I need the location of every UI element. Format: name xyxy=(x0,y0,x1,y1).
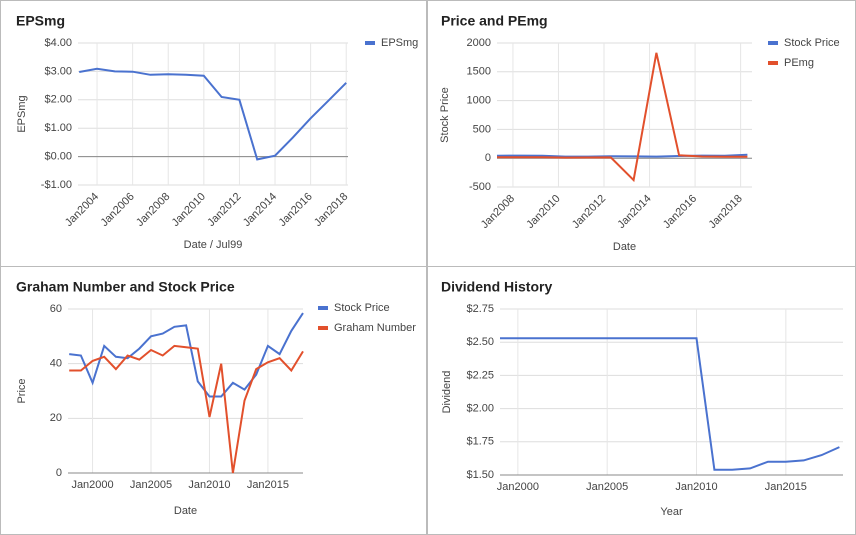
line-series xyxy=(500,337,840,471)
line-series xyxy=(69,344,304,474)
y-tick-label: 60 xyxy=(50,303,62,315)
y-tick-label: $2.25 xyxy=(466,369,494,381)
y-tick-label: $2.00 xyxy=(44,94,72,106)
x-axis-label: Date / Jul99 xyxy=(184,239,243,251)
legend-swatch xyxy=(768,61,778,65)
y-tick-label: $1.75 xyxy=(466,436,494,448)
y-tick-label: 20 xyxy=(50,412,62,424)
x-tick-label: Jan2015 xyxy=(247,479,289,491)
y-axis-label: Stock Price xyxy=(439,87,451,143)
x-tick-label: Jan2005 xyxy=(130,479,172,491)
y-axis-label: Dividend xyxy=(441,371,453,414)
x-tick-label: Jan2000 xyxy=(497,481,539,493)
chart-title: Price and PEmg xyxy=(441,13,548,29)
y-tick-label: -500 xyxy=(469,181,491,193)
y-tick-label: 1000 xyxy=(467,95,491,107)
line-series xyxy=(69,312,304,398)
x-axis-label: Date xyxy=(174,505,197,517)
line-series xyxy=(79,67,347,161)
y-tick-label: $0.00 xyxy=(44,151,72,163)
chart-title: EPSmg xyxy=(16,13,65,29)
legend-swatch xyxy=(318,306,328,310)
y-axis-label: EPSmg xyxy=(16,95,28,132)
y-tick-label: $1.00 xyxy=(44,122,72,134)
x-tick-label: Jan2005 xyxy=(586,481,628,493)
legend-label: Stock Price xyxy=(784,37,840,49)
chart-title: Dividend History xyxy=(441,279,552,295)
legend-swatch xyxy=(768,41,778,45)
y-tick-label: $3.00 xyxy=(44,65,72,77)
y-tick-label: 0 xyxy=(485,152,491,164)
y-tick-label: 2000 xyxy=(467,37,491,49)
y-axis-label: Price xyxy=(16,378,28,403)
y-tick-label: 40 xyxy=(50,358,62,370)
legend-label: Stock Price xyxy=(334,302,390,314)
line-series xyxy=(497,52,748,183)
y-tick-label: 500 xyxy=(473,123,491,135)
y-tick-label: $1.50 xyxy=(466,469,494,481)
legend-swatch xyxy=(318,326,328,330)
legend-label: Graham Number xyxy=(334,322,416,334)
y-tick-label: $2.50 xyxy=(466,336,494,348)
y-tick-label: $2.75 xyxy=(466,303,494,315)
x-axis-label: Date xyxy=(613,241,636,253)
y-tick-label: $4.00 xyxy=(44,37,72,49)
x-tick-label: Jan2000 xyxy=(71,479,113,491)
x-tick-label: Jan2010 xyxy=(188,479,230,491)
y-tick-label: 1500 xyxy=(467,66,491,78)
y-tick-label: $2.00 xyxy=(466,403,494,415)
x-axis-label: Year xyxy=(660,506,683,518)
x-tick-label: Jan2015 xyxy=(765,481,807,493)
panel xyxy=(427,266,856,535)
legend-swatch xyxy=(365,41,375,45)
panel xyxy=(0,0,427,267)
legend-label: PEmg xyxy=(784,57,814,69)
legend-label: EPSmg xyxy=(381,37,418,49)
chart-title: Graham Number and Stock Price xyxy=(16,279,235,295)
y-tick-label: 0 xyxy=(56,467,62,479)
x-tick-label: Jan2010 xyxy=(675,481,717,493)
y-tick-label: -$1.00 xyxy=(41,179,72,191)
